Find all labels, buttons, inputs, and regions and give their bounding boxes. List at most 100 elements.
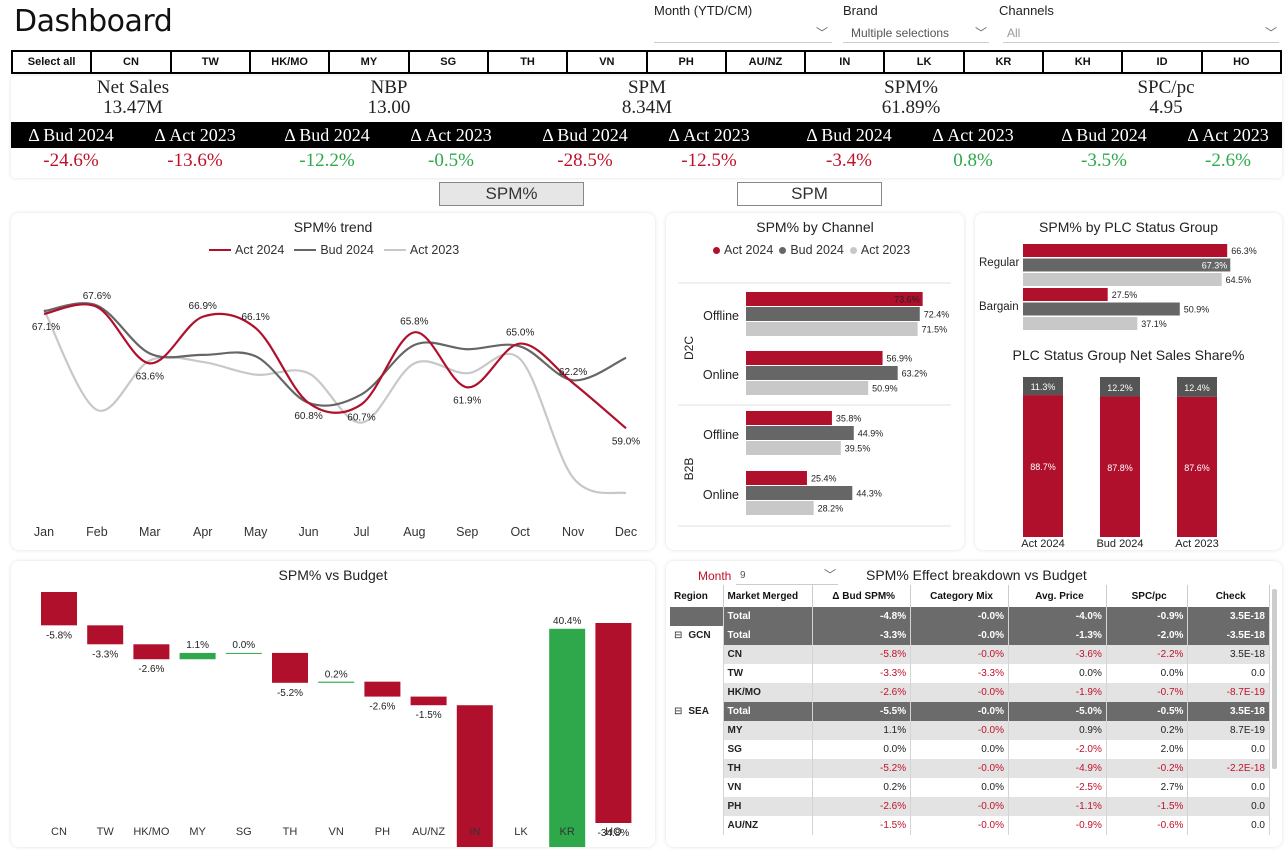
delta-bud-header: Δ Bud 2024 bbox=[806, 125, 892, 145]
value-cell: -0.6% bbox=[1106, 816, 1189, 835]
table-row: PH -2.6% -0.0% -1.1% -1.5% 0.0 bbox=[670, 797, 1270, 816]
x-tick-label: LK bbox=[514, 826, 528, 838]
spm-pct-toggle-button[interactable]: SPM% bbox=[439, 182, 584, 206]
market-button[interactable]: HO bbox=[1202, 52, 1280, 72]
data-label: 71.5% bbox=[922, 325, 948, 335]
value-cell: -4.8% bbox=[812, 607, 912, 626]
x-tick-label: Oct bbox=[510, 525, 530, 539]
value-cell: -0.0% bbox=[910, 816, 1009, 835]
data-label: 0.2% bbox=[325, 670, 348, 681]
spm-toggle-button[interactable]: SPM bbox=[737, 182, 882, 206]
market-button[interactable]: LK bbox=[885, 52, 963, 72]
region-cell[interactable]: ⊟ GCN bbox=[670, 626, 724, 645]
month-filter-dropdown[interactable]: ﹀ bbox=[654, 23, 832, 43]
x-tick-label: PH bbox=[375, 826, 390, 838]
market-button[interactable]: TH bbox=[488, 52, 567, 72]
legend-label: Act 2024 bbox=[724, 243, 774, 257]
market-cell: SG bbox=[723, 740, 814, 759]
kpi-panel: Net Sales 13.47M NBP 13.00 SPM 8.34M SPM% 61.89… bbox=[11, 76, 1282, 178]
data-label: -1.5% bbox=[416, 710, 442, 721]
bar-act-2023 bbox=[746, 501, 814, 515]
data-label: 35.8% bbox=[836, 414, 862, 424]
column-header[interactable]: Check bbox=[1187, 585, 1270, 607]
market-button[interactable]: SG bbox=[409, 52, 487, 72]
market-button[interactable]: PH bbox=[647, 52, 725, 72]
x-tick-label: Aug bbox=[403, 525, 425, 539]
x-tick-label: KR bbox=[560, 826, 575, 838]
market-button[interactable]: ID bbox=[1123, 52, 1201, 72]
column-header[interactable]: Avg. Price bbox=[1008, 585, 1107, 607]
data-label: 67.1% bbox=[32, 322, 60, 333]
x-tick-label: MY bbox=[189, 826, 206, 838]
month-slicer-dropdown[interactable]: 9 ﹀ bbox=[736, 567, 838, 585]
market-button[interactable]: Select all bbox=[13, 52, 91, 72]
value-cell: -3.3% bbox=[812, 664, 912, 683]
collapse-toggle-icon[interactable]: ⊟ bbox=[674, 630, 683, 641]
table-row: HK/MO -2.6% -0.0% -1.9% -0.7% -8.7E-19 bbox=[670, 683, 1270, 702]
x-tick-label: Nov bbox=[562, 525, 585, 539]
data-label: 66.3% bbox=[1231, 246, 1257, 256]
spm-by-channel-panel: SPM% by Channel Act 2024 Bud 2024 Act 20… bbox=[666, 213, 964, 550]
bar-act-2023 bbox=[746, 381, 869, 395]
x-tick-label: Act 2024 bbox=[1021, 538, 1064, 550]
collapse-toggle-icon[interactable]: ⊟ bbox=[674, 706, 683, 717]
column-header[interactable]: Δ Bud SPM% bbox=[812, 585, 912, 607]
region-cell bbox=[670, 759, 724, 778]
table-row: TH -5.2% -0.0% -4.9% -0.2% -2.2E-18 bbox=[670, 759, 1270, 778]
series-line-act-2024 bbox=[43, 303, 627, 430]
delta-bud-header: Δ Bud 2024 bbox=[542, 125, 628, 145]
table-vertical-scrollbar[interactable] bbox=[1272, 589, 1277, 769]
column-header[interactable]: SPC/pc bbox=[1106, 585, 1189, 607]
chevron-down-icon: ﹀ bbox=[815, 26, 828, 40]
data-label: -2.6% bbox=[369, 702, 395, 713]
column-header[interactable]: Market Merged bbox=[723, 585, 814, 607]
market-button[interactable]: TW bbox=[171, 52, 249, 72]
delta-act-header: Δ Act 2023 bbox=[932, 125, 1014, 145]
bar-act-2023 bbox=[1023, 317, 1138, 330]
column-header[interactable]: Category Mix bbox=[910, 585, 1009, 607]
market-button[interactable]: HK/MO bbox=[250, 52, 329, 72]
market-cell: Total bbox=[723, 626, 814, 645]
waterfall-bar bbox=[318, 681, 355, 683]
channels-filter-dropdown[interactable]: All ﹀ bbox=[1003, 23, 1279, 43]
region-cell[interactable]: ⊟ SEA bbox=[670, 702, 724, 721]
brand-filter-dropdown[interactable]: Multiple selections ﹀ bbox=[843, 23, 989, 43]
delta-bud-value: -28.5% bbox=[557, 150, 613, 171]
market-button[interactable]: MY bbox=[330, 52, 408, 72]
value-cell: -0.0% bbox=[910, 797, 1009, 816]
x-tick-label: Jun bbox=[298, 525, 318, 539]
bar-act-2024 bbox=[746, 351, 883, 365]
group-label: B2B bbox=[682, 458, 696, 481]
data-label: 27.5% bbox=[1112, 290, 1138, 300]
value-cell: 0.9% bbox=[1008, 721, 1107, 740]
market-button[interactable]: AU/NZ bbox=[726, 52, 805, 72]
region-cell bbox=[670, 645, 724, 664]
data-label: 63.2% bbox=[902, 369, 928, 379]
value-cell: -2.5% bbox=[1008, 778, 1107, 797]
data-label: 66.1% bbox=[241, 312, 269, 323]
kpi-value: 8.34M bbox=[621, 97, 673, 118]
market-button[interactable]: KR bbox=[964, 52, 1043, 72]
market-button[interactable]: IN bbox=[806, 52, 884, 72]
data-label: -5.8% bbox=[46, 630, 72, 641]
delta-bud-value: -3.5% bbox=[1081, 150, 1127, 171]
market-button[interactable]: VN bbox=[568, 52, 646, 72]
column-header[interactable]: Region bbox=[670, 585, 724, 607]
market-button[interactable]: KH bbox=[1044, 52, 1122, 72]
delta-bud-value: -3.4% bbox=[826, 150, 872, 171]
data-label: 87.8% bbox=[1107, 463, 1133, 473]
market-button[interactable]: CN bbox=[92, 52, 170, 72]
market-cell: MY bbox=[723, 721, 814, 740]
data-label: 88.7% bbox=[1030, 462, 1056, 472]
table-row: SG 0.0% 0.0% -2.0% 2.0% 0.0 bbox=[670, 740, 1270, 759]
x-tick-label: Apr bbox=[193, 525, 212, 539]
legend-label: Act 2023 bbox=[409, 243, 460, 257]
value-cell: 0.2% bbox=[1106, 721, 1189, 740]
table-row: MY 1.1% -0.0% 0.9% 0.2% 8.7E-19 bbox=[670, 721, 1270, 740]
legend-dot-swatch bbox=[779, 246, 787, 254]
bar-act-2023 bbox=[746, 322, 918, 336]
value-cell: 2.7% bbox=[1106, 778, 1189, 797]
delta-act-value: -12.5% bbox=[681, 150, 737, 171]
bar-act-2024 bbox=[1023, 244, 1228, 257]
delta-act-value: -0.5% bbox=[428, 150, 474, 171]
